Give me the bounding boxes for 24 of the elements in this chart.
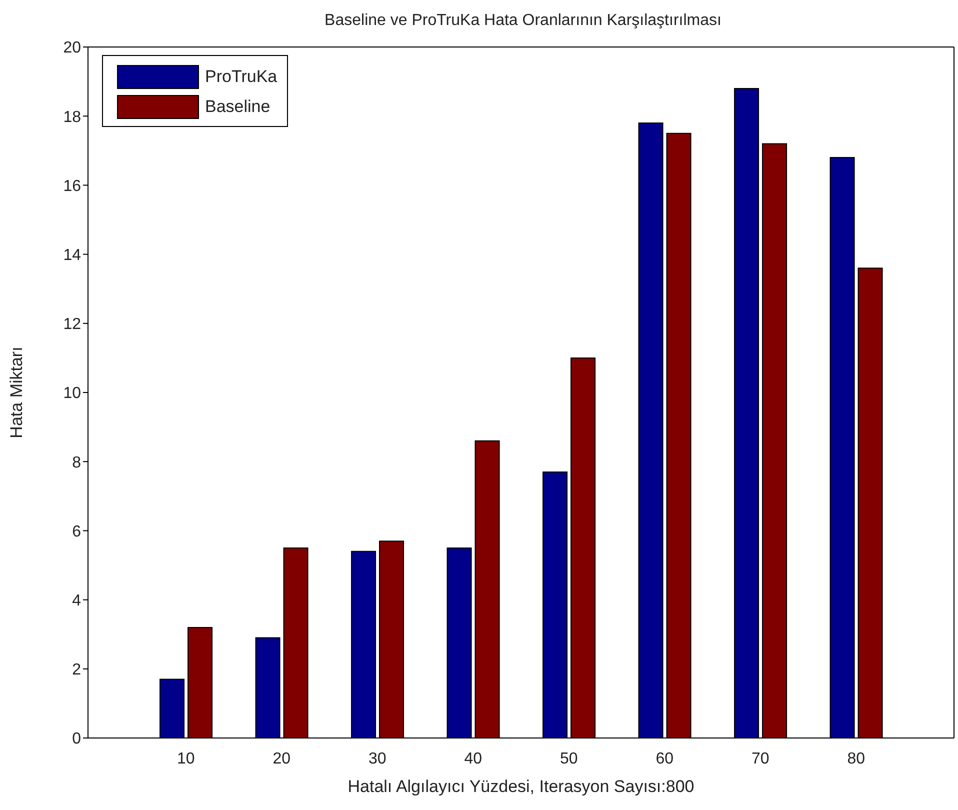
y-tick-label: 14 (63, 246, 82, 264)
y-tick-label: 16 (63, 178, 82, 195)
y-tick-label: 18 (63, 108, 82, 126)
y-tick-label: 0 (72, 730, 82, 748)
y-tick-label: 6 (72, 523, 82, 540)
x-tick-label: 40 (464, 750, 482, 768)
x-tick-label: 10 (176, 750, 195, 768)
y-axis-title: Hata Miktarı (7, 346, 26, 438)
y-tick-label: 20 (63, 40, 82, 57)
y-tick-label: 2 (72, 662, 82, 679)
x-tick-label: 80 (847, 750, 866, 768)
x-tick-label: 20 (272, 750, 291, 768)
y-tick-label: 12 (63, 316, 82, 334)
y-tick-label: 4 (72, 592, 82, 610)
x-tick-label: 30 (368, 750, 386, 768)
x-tick-label: 50 (560, 750, 578, 768)
legend-label: Baseline (205, 97, 270, 117)
chart-title: Baseline ve ProTruKa Hata Oranlarının Karşılaştırılması (324, 12, 722, 30)
y-tick-label: 8 (72, 454, 82, 472)
legend-label: ProTruKa (205, 67, 278, 87)
y-tick-label: 10 (63, 385, 82, 402)
x-tick-label: 70 (751, 750, 770, 768)
x-axis-title: Hatalı Algılayıcı Yüzdesi, Iterasyon Sayısı:800 (348, 777, 694, 796)
x-tick-label: 60 (656, 750, 674, 768)
